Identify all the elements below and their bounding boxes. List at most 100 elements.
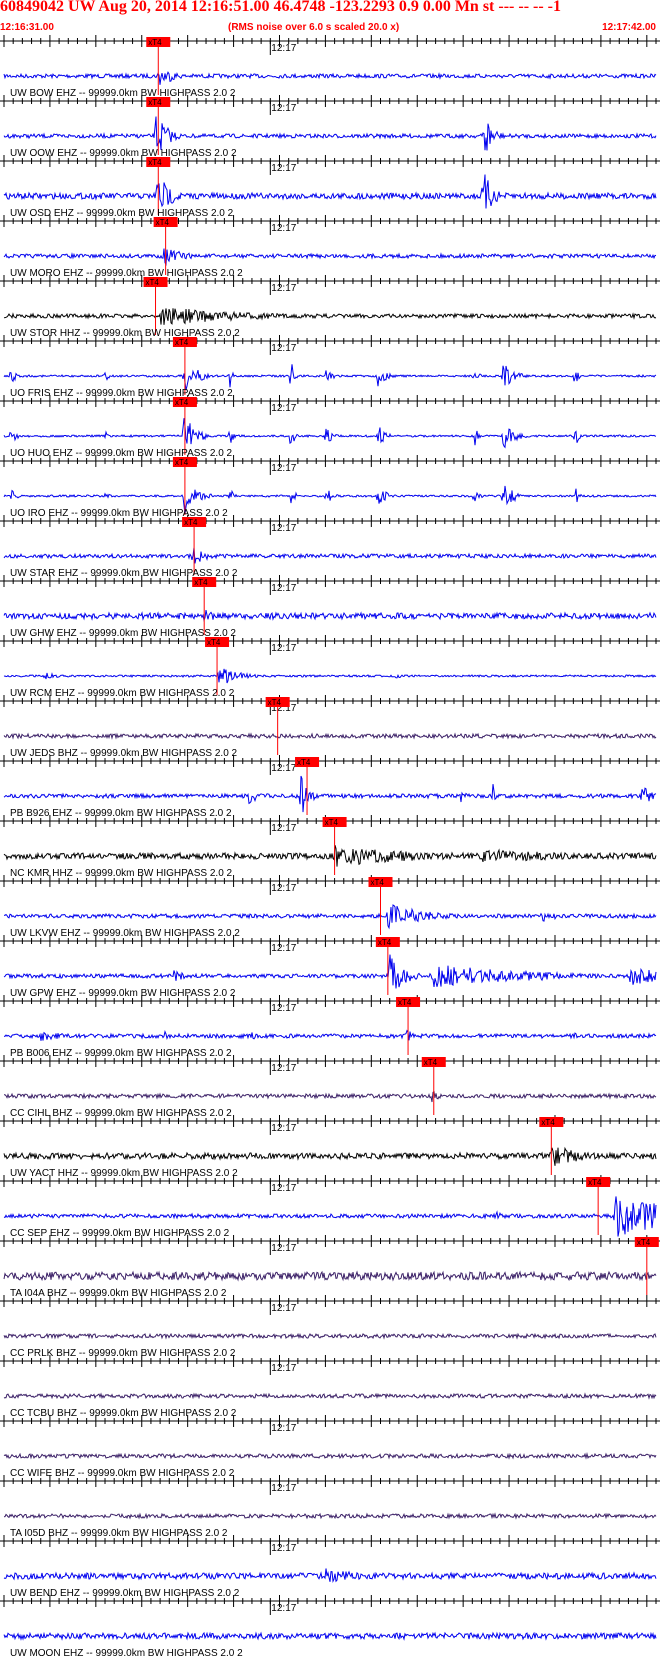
minute-label: 12:17 <box>271 1183 296 1194</box>
minute-label: 12:17 <box>271 1303 296 1314</box>
pick-label: xT4 <box>148 98 162 107</box>
minute-label: 12:17 <box>271 703 296 714</box>
minute-label: 12:17 <box>271 223 296 234</box>
pick-label: xT4 <box>588 1178 602 1187</box>
pick-flag <box>205 637 230 647</box>
pick-flag <box>146 97 171 107</box>
waveform-trace <box>3 732 657 740</box>
pick-flag <box>172 397 197 407</box>
minute-label: 12:17 <box>271 1123 296 1134</box>
pick-flag <box>539 1117 564 1127</box>
minute-label: 12:17 <box>271 1603 296 1614</box>
pick-flag <box>375 937 400 947</box>
waveform-trace <box>3 1270 657 1282</box>
waveform-trace <box>3 71 657 85</box>
waveform-trace <box>3 1196 657 1237</box>
station-label: UW GHW EHZ -- 99999.0km BW HIGHPASS 2.0 … <box>10 628 236 639</box>
waveform-trace <box>3 1452 657 1460</box>
pick-flag <box>265 697 290 707</box>
waveform-trace <box>3 1512 657 1520</box>
waveform-trace <box>3 1568 657 1584</box>
waveform-trace <box>3 1029 657 1041</box>
station-label: TA I04A BHZ -- 99999.0km BW HIGHPASS 2.0… <box>10 1288 227 1299</box>
station-label: UW OSD EHZ -- 99999.0km BW HIGHPASS 2.0 … <box>10 208 234 219</box>
minute-label: 12:17 <box>271 823 296 834</box>
pick-label: xT4 <box>325 818 339 827</box>
pick-label: xT4 <box>637 1238 651 1247</box>
station-label: CC WIFE BHZ -- 99999.0km BW HIGHPASS 2.0… <box>10 1468 235 1479</box>
station-label: UW BOW EHZ -- 99999.0km BW HIGHPASS 2.0 … <box>10 88 236 99</box>
pick-label: xT4 <box>175 458 189 467</box>
pick-label: xT4 <box>175 338 189 347</box>
pick-label: xT4 <box>297 758 311 767</box>
pick-label: xT4 <box>398 998 412 1007</box>
minute-label: 12:17 <box>271 403 296 414</box>
pick-flag <box>586 1177 611 1187</box>
station-label: CC SEP EHZ -- 99999.0km BW HIGHPASS 2.0 … <box>10 1228 230 1239</box>
scale-note: (RMS noise over 6.0 s scaled 20.0 x) <box>228 22 400 33</box>
waveform-trace <box>3 248 657 267</box>
station-label: PB B006 EHZ -- 99999.0km BW HIGHPASS 2.0… <box>10 1048 232 1059</box>
pick-label: xT4 <box>146 278 160 287</box>
pick-flag <box>153 217 178 227</box>
pick-flag <box>192 577 217 587</box>
waveform-trace <box>3 1392 657 1400</box>
waveform-trace <box>4 1090 657 1103</box>
station-label: UW RCM EHZ -- 99999.0km BW HIGHPASS 2.0 … <box>10 688 235 699</box>
waveform-trace <box>3 844 657 867</box>
minute-label: 12:17 <box>271 883 296 894</box>
station-label: CC TCBU BHZ -- 99999.0km BW HIGHPASS 2.0… <box>10 1408 237 1419</box>
waveform-trace <box>3 174 657 209</box>
station-label: PB B926 EHZ -- 99999.0km BW HIGHPASS 2.0… <box>10 808 232 819</box>
waveform-trace <box>3 116 657 151</box>
station-label: UO FRIS EHZ -- 99999.0km BW HIGHPASS 2.0… <box>10 388 233 399</box>
minute-label: 12:17 <box>271 763 296 774</box>
station-label: UW STAR EHZ -- 99999.0km BW HIGHPASS 2.0… <box>10 568 238 579</box>
pick-label: xT4 <box>194 578 208 587</box>
minute-label: 12:17 <box>271 1423 296 1434</box>
station-label: UO HUO EHZ -- 99999.0km BW HIGHPASS 2.0 … <box>10 448 233 459</box>
minute-label: 12:17 <box>271 283 296 294</box>
pick-flag <box>172 337 197 347</box>
waveform-trace <box>3 547 657 564</box>
pick-flag <box>182 517 207 527</box>
pick-flag <box>396 997 421 1007</box>
minute-label: 12:17 <box>271 43 296 54</box>
station-label: UW LKVW EHZ -- 99999.0km BW HIGHPASS 2.0… <box>10 928 240 939</box>
waveform-trace <box>3 364 657 391</box>
pick-flag <box>295 757 320 767</box>
minute-label: 12:17 <box>271 1363 296 1374</box>
waveform-trace <box>3 775 657 813</box>
station-label: UO IRO EHZ -- 99999.0km BW HIGHPASS 2.0 … <box>10 508 228 519</box>
minute-label: 12:17 <box>271 1543 296 1554</box>
pick-flag <box>368 877 393 887</box>
waveform-trace <box>3 610 657 622</box>
waveform-trace <box>3 308 657 325</box>
pick-label: xT4 <box>378 938 392 947</box>
pick-label: xT4 <box>207 638 221 647</box>
pick-label: xT4 <box>148 38 162 47</box>
waveform-trace <box>3 1332 657 1340</box>
station-label: UW JEDS BHZ -- 99999.0km BW HIGHPASS 2.0… <box>10 748 238 759</box>
pick-flag <box>172 457 197 467</box>
pick-label: xT4 <box>268 698 282 707</box>
minute-label: 12:17 <box>271 583 296 594</box>
pick-flag <box>421 1057 446 1067</box>
waveform-trace <box>3 668 657 684</box>
station-label: TA I05D BHZ -- 99999.0km BW HIGHPASS 2.0… <box>10 1528 228 1539</box>
waveform-trace <box>3 904 657 930</box>
station-label: CC PRLK BHZ -- 99999.0km BW HIGHPASS 2.0… <box>10 1348 236 1359</box>
minute-label: 12:17 <box>271 103 296 114</box>
pick-label: xT4 <box>371 878 385 887</box>
station-label: UW BEND EHZ -- 99999.0km BW HIGHPASS 2.0… <box>10 1588 240 1599</box>
station-label: UW MOON EHZ -- 99999.0km BW HIGHPASS 2.0… <box>10 1648 243 1658</box>
waveform-trace <box>3 418 657 449</box>
pick-label: xT4 <box>541 1118 555 1127</box>
station-label: CC CIHL BHZ -- 99999.0km BW HIGHPASS 2.0… <box>10 1108 232 1119</box>
pick-flag <box>143 277 168 287</box>
minute-label: 12:17 <box>271 1063 296 1074</box>
pick-label: xT4 <box>184 518 198 527</box>
pick-label: xT4 <box>175 398 189 407</box>
minute-label: 12:17 <box>271 1243 296 1254</box>
